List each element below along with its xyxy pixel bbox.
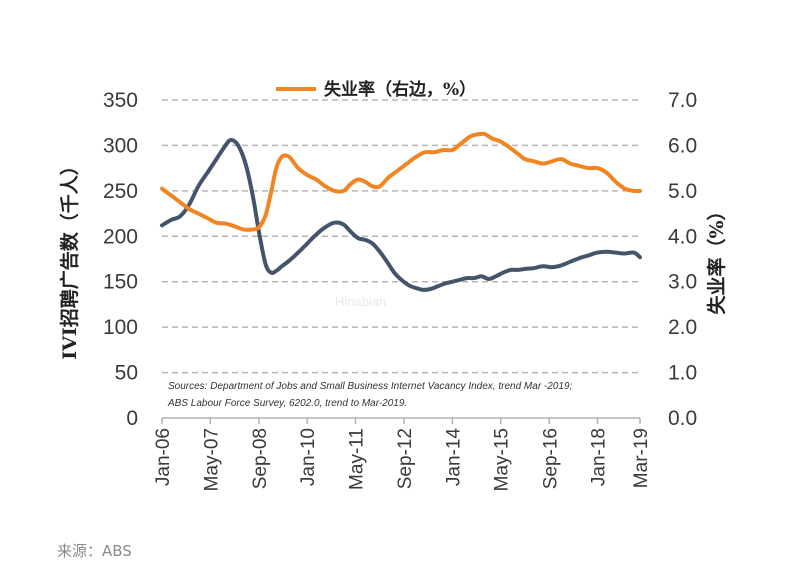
x-tick-label: Jan-14 xyxy=(443,428,464,487)
x-tick-label: Sep-16 xyxy=(540,428,561,489)
left-tick-label: 0 xyxy=(126,407,138,430)
x-tick-label: May-15 xyxy=(492,428,513,491)
x-axis-ticks: Jan-06 May-07 Sep-08 Jan-10 May-11 Sep-12 Jan-… xyxy=(153,417,652,491)
right-tick-label: 7.0 xyxy=(668,89,697,112)
series-lines xyxy=(160,131,642,292)
left-tick-label: 150 xyxy=(103,271,138,294)
left-axis-ticks: 350 300 250 200 150 100 50 0 xyxy=(103,89,138,430)
right-tick-label: 4.0 xyxy=(668,225,697,248)
x-tick-label: Mar-19 xyxy=(631,428,652,488)
left-tick-label: 250 xyxy=(103,180,138,203)
source-note-line-2: ABS Labour Force Survey, 6202.0, trend t… xyxy=(167,398,407,409)
right-tick-label: 3.0 xyxy=(668,271,697,294)
source-note-line-1: Sources: Department of Jobs and Small Bu… xyxy=(168,381,573,392)
x-tick-label: Sep-12 xyxy=(395,428,416,489)
source-note: Sources: Department of Jobs and Small Bu… xyxy=(167,381,573,409)
right-tick-label: 0.0 xyxy=(668,407,697,430)
x-tick-label: Jan-18 xyxy=(589,428,610,486)
legend: 失业率（右边，%） xyxy=(276,79,476,100)
left-tick-label: 350 xyxy=(103,89,138,112)
series-line-unemployment-rate xyxy=(160,131,642,232)
watermark: Hinabian xyxy=(335,294,386,309)
x-tick-label: May-07 xyxy=(201,428,222,491)
left-tick-label: 50 xyxy=(115,362,138,385)
right-axis-label: 失业率（%） xyxy=(705,201,728,314)
right-axis-ticks: 7.0 6.0 5.0 4.0 3.0 2.0 1.0 0.0 xyxy=(668,89,697,430)
x-tick-label: May-11 xyxy=(346,428,367,490)
right-tick-label: 1.0 xyxy=(668,362,697,385)
x-tick-label: Jan-10 xyxy=(298,428,319,486)
legend-label-unemployment: 失业率（右边，%） xyxy=(324,79,476,100)
source-footer: 来源：ABS xyxy=(57,542,132,560)
left-tick-label: 100 xyxy=(103,316,138,339)
watermark-text: Hinabian xyxy=(335,294,386,309)
right-tick-label: 6.0 xyxy=(668,134,697,157)
right-tick-label: 2.0 xyxy=(668,316,697,339)
right-tick-label: 5.0 xyxy=(668,180,697,203)
left-tick-label: 200 xyxy=(103,225,138,248)
series-line-ivi-vacancies xyxy=(160,138,642,292)
left-tick-label: 300 xyxy=(103,134,138,157)
x-tick-label: Jan-06 xyxy=(153,428,174,486)
x-tick-label: Sep-08 xyxy=(250,428,271,489)
left-axis-label: IVI招聘广告数（千人） xyxy=(58,156,81,360)
